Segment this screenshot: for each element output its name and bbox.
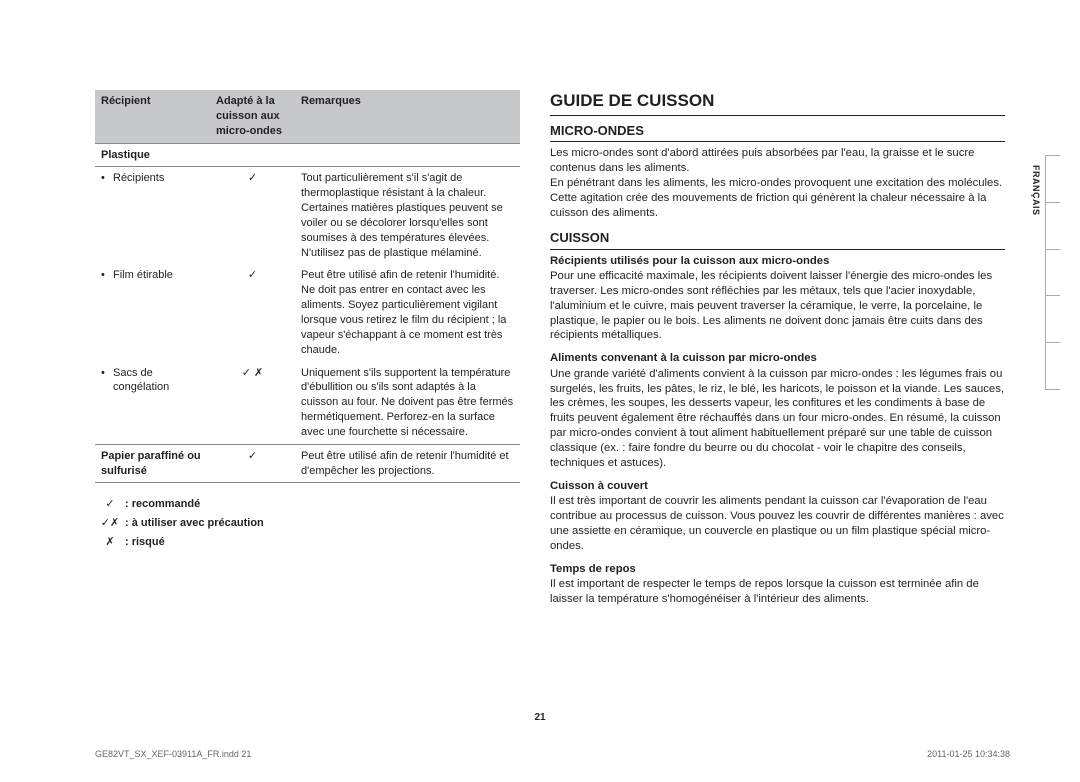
row-mark: ✓ xyxy=(210,264,295,361)
para-title: Récipients utilisés pour la cuisson aux … xyxy=(550,254,1005,269)
section-micro-ondes: MICRO-ONDES xyxy=(550,122,1005,143)
left-column: Récipient Adapté à la cuisson aux micro-… xyxy=(95,90,520,607)
legend-symbol: ✓✗ xyxy=(95,516,125,531)
footer-filename: GE82VT_SX_XEF-03911A_FR.indd 21 xyxy=(95,748,251,760)
page-number: 21 xyxy=(534,711,545,725)
row-mark: ✓ xyxy=(210,167,295,265)
legend-text: : risqué xyxy=(125,535,165,550)
row-item: Film étirable xyxy=(101,268,204,283)
row-notes: Tout particulièrement s'il s'agit de the… xyxy=(295,167,520,265)
paragraph: Les micro-ondes sont d'abord attirées pu… xyxy=(550,146,1005,176)
paragraph: Il est important de respecter le temps d… xyxy=(550,577,1005,607)
th-recipient: Récipient xyxy=(95,90,210,143)
paragraph: Il est très important de couvrir les ali… xyxy=(550,494,1005,554)
main-title: GUIDE DE CUISSON xyxy=(550,90,1005,116)
legend-symbol: ✓ xyxy=(95,497,125,512)
legend-text: : à utiliser avec précaution xyxy=(125,516,264,531)
row-item: Récipients xyxy=(101,171,204,186)
para-title: Cuisson à couvert xyxy=(550,479,1005,494)
container-table: Récipient Adapté à la cuisson aux micro-… xyxy=(95,90,520,483)
language-tab: FRANÇAIS xyxy=(1030,165,1042,216)
row-notes: Uniquement s'ils supportent la températu… xyxy=(295,362,520,445)
paragraph: En pénétrant dans les aliments, les micr… xyxy=(550,176,1005,221)
para-title: Temps de repos xyxy=(550,562,1005,577)
section-plastique: Plastique xyxy=(95,143,520,167)
th-suitable: Adapté à la cuisson aux micro-ondes xyxy=(210,90,295,143)
section-papier: Papier paraffiné ou sulfurisé xyxy=(95,444,210,483)
row-item: Sacs de congélation xyxy=(101,366,204,396)
right-column: GUIDE DE CUISSON MICRO-ONDES Les micro-o… xyxy=(550,90,1005,607)
paragraph: Pour une efficacité maximale, les récipi… xyxy=(550,269,1005,344)
row-notes: Peut être utilisé afin de retenir l'humi… xyxy=(295,264,520,361)
legend-symbol: ✗ xyxy=(95,535,125,550)
legend-text: : recommandé xyxy=(125,497,200,512)
thumb-index xyxy=(1045,155,1060,390)
th-remarks: Remarques xyxy=(295,90,520,143)
footer-timestamp: 2011-01-25 10:34:38 xyxy=(927,748,1010,760)
row-mark: ✓ xyxy=(210,444,295,483)
paragraph: Une grande variété d'aliments convient à… xyxy=(550,367,1005,471)
row-mark: ✓ ✗ xyxy=(210,362,295,445)
legend: ✓ : recommandé ✓✗ : à utiliser avec préc… xyxy=(95,497,520,550)
row-notes: Peut être utilisé afin de retenir l'humi… xyxy=(295,444,520,483)
section-cuisson: CUISSON xyxy=(550,229,1005,250)
para-title: Aliments convenant à la cuisson par micr… xyxy=(550,351,1005,366)
